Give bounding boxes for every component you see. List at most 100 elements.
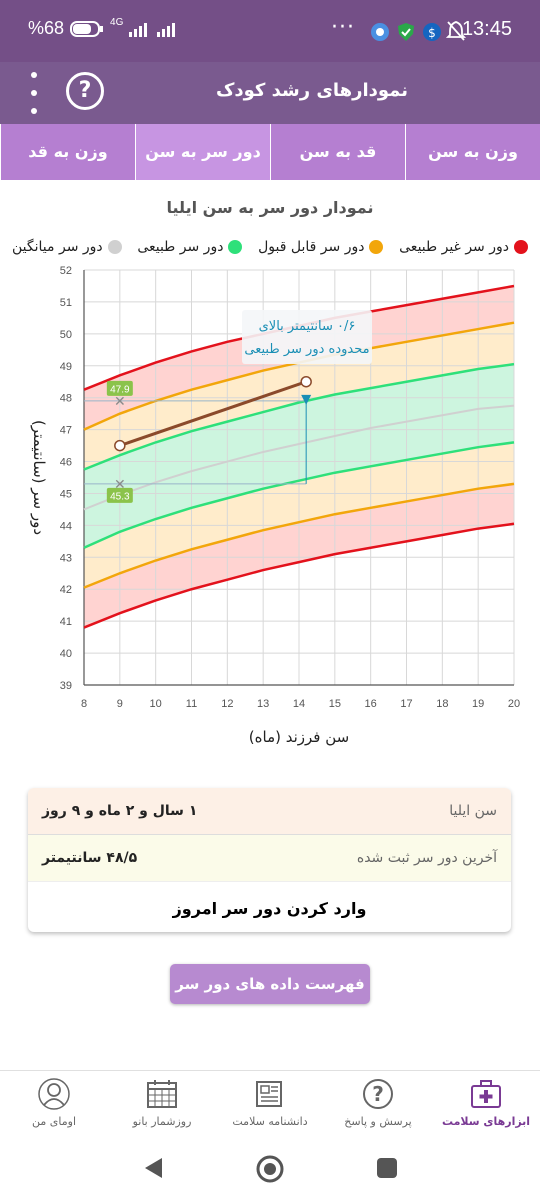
x-tick-label: 20 bbox=[508, 698, 520, 710]
nav-label: اومای من bbox=[32, 1115, 76, 1128]
nav-qa[interactable]: ? پرسش و پاسخ bbox=[324, 1071, 432, 1141]
x-tick-label: 9 bbox=[117, 698, 123, 710]
x-tick-label: 16 bbox=[365, 698, 377, 710]
status-time: 13:45 bbox=[461, 18, 512, 40]
y-tick-label: 47 bbox=[60, 425, 72, 437]
calendar-icon bbox=[147, 1080, 177, 1108]
status-bar: %68 4G ··· $ 13:45 bbox=[0, 0, 540, 62]
chart-title: نمودار دور سر به سن ایلیا bbox=[166, 198, 374, 217]
y-tick-label: 49 bbox=[60, 361, 72, 373]
annotation-text: ۰/۶ سانتیمتر بالای bbox=[259, 319, 356, 334]
svg-text:?: ? bbox=[372, 1082, 384, 1106]
annotation-text: محدوده دور سر طبیعی bbox=[244, 342, 369, 357]
series-line bbox=[83, 482, 515, 589]
y-tick-label: 39 bbox=[60, 680, 72, 692]
legend-item-average[interactable]: دور سر میانگین bbox=[12, 234, 122, 260]
network-type: 4G bbox=[110, 17, 124, 28]
tab-head-age[interactable]: دور سر به سن bbox=[135, 124, 270, 180]
chart-tabs: وزن به سن قد به سن دور سر به سن وزن به ق… bbox=[0, 124, 540, 180]
x-tick-label: 8 bbox=[81, 698, 87, 710]
series-line bbox=[83, 441, 515, 549]
recents-icon[interactable] bbox=[375, 1156, 399, 1180]
legend-label: دور سر قابل قبول bbox=[258, 239, 365, 255]
app-bar: ? نمودارهای رشد کودک bbox=[0, 62, 540, 124]
nav-calendar[interactable]: روزشمار بانو bbox=[108, 1071, 216, 1141]
x-tick-label: 18 bbox=[436, 698, 448, 710]
bell-off-icon bbox=[446, 21, 466, 41]
x-tick-label: 12 bbox=[221, 698, 233, 710]
legend-dot bbox=[228, 240, 243, 254]
y-tick-label: 50 bbox=[60, 329, 72, 341]
nav-label: پرسش و پاسخ bbox=[344, 1115, 412, 1128]
nav-label: ابزارهای سلامت bbox=[441, 1115, 531, 1128]
battery-icon bbox=[70, 20, 104, 37]
info-card: سن ایلیا ۱ سال و ۲ ماه و ۹ روز آخرین دور… bbox=[28, 788, 511, 932]
signal-icon-2 bbox=[157, 22, 176, 37]
series-line bbox=[83, 362, 515, 471]
x-tick-label: 13 bbox=[257, 698, 269, 710]
nav-label: روزشمار بانو bbox=[132, 1115, 192, 1128]
y-tick-label: 51 bbox=[60, 297, 72, 309]
x-tick-label: 19 bbox=[472, 698, 484, 710]
legend-label: دور سر طبیعی bbox=[137, 239, 224, 255]
legend-dot bbox=[369, 240, 384, 254]
x-tick-label: 17 bbox=[400, 698, 412, 710]
marker-label: 45.3 bbox=[110, 491, 130, 502]
question-icon: ? bbox=[363, 1079, 393, 1109]
help-icon[interactable]: ? bbox=[66, 72, 104, 110]
x-tick-label: 10 bbox=[150, 698, 162, 710]
enter-today-button[interactable]: وارد کردن دور سر امروز bbox=[28, 881, 511, 932]
chart-legend: دور سر غیر طبیعی دور سر قابل قبول دور سر… bbox=[12, 234, 528, 260]
annotation-box bbox=[242, 310, 372, 364]
child-line bbox=[119, 380, 307, 447]
tab-weight-age[interactable]: وزن به سن bbox=[405, 124, 540, 180]
last-measure-label: آخرین دور سر ثبت شده bbox=[356, 850, 497, 866]
overflow-menu-icon[interactable] bbox=[26, 72, 42, 114]
signal-icon bbox=[129, 22, 148, 37]
x-tick-label: 15 bbox=[329, 698, 341, 710]
legend-item-abnormal[interactable]: دور سر غیر طبیعی bbox=[399, 234, 528, 260]
series-line bbox=[83, 404, 515, 511]
age-value: ۱ سال و ۲ ماه و ۹ روز bbox=[42, 803, 198, 819]
bottom-nav: ابزارهای سلامت ? پرسش و پاسخ دانشنامه سل… bbox=[0, 1070, 540, 1141]
nav-label: دانشنامه سلامت bbox=[232, 1115, 308, 1128]
battery-percent: %68 bbox=[28, 18, 65, 38]
y-tick-label: 41 bbox=[60, 616, 72, 628]
status-left: %68 4G bbox=[28, 17, 179, 39]
legend-item-acceptable[interactable]: دور سر قابل قبول bbox=[258, 234, 384, 260]
growth-chart[interactable]: 39 40 41 42 43 44 45 46 47 48 49 50 51 52 8 9 10 11 12 13 14… bbox=[0, 260, 540, 760]
nav-health-tools[interactable]: ابزارهای سلامت bbox=[432, 1071, 540, 1141]
range-arrow bbox=[301, 394, 312, 405]
legend-dot bbox=[107, 240, 122, 254]
legend-dot bbox=[514, 240, 528, 254]
system-nav bbox=[0, 1140, 540, 1200]
age-label: سن ایلیا bbox=[449, 803, 497, 819]
more-notifications-icon: ··· bbox=[331, 15, 355, 40]
y-tick-label: 44 bbox=[60, 520, 72, 532]
data-list-button[interactable]: فهرست داده های دور سر ایلیا bbox=[170, 964, 370, 1033]
back-icon[interactable] bbox=[142, 1156, 164, 1180]
y-tick-label: 48 bbox=[60, 393, 72, 405]
nav-profile[interactable]: اومای من bbox=[0, 1071, 108, 1141]
tab-weight-height[interactable]: وزن به قد bbox=[0, 124, 135, 180]
tab-height-age[interactable]: قد به سن bbox=[270, 124, 405, 180]
svg-text:$: $ bbox=[428, 26, 436, 40]
y-tick-label: 43 bbox=[60, 552, 72, 564]
last-measure-value: ۴۸/۵ سانتیمتر bbox=[42, 850, 138, 866]
shield-icon bbox=[398, 23, 414, 41]
age-row: سن ایلیا ۱ سال و ۲ ماه و ۹ روز bbox=[28, 788, 511, 834]
home-icon[interactable] bbox=[255, 1154, 285, 1184]
marker-cross: ✕ bbox=[114, 394, 126, 410]
legend-item-normal[interactable]: دور سر طبیعی bbox=[137, 234, 243, 260]
last-measure-row: آخرین دور سر ثبت شده ۴۸/۵ سانتیمتر bbox=[28, 834, 511, 881]
marker-badge bbox=[106, 487, 133, 503]
marker-cross: ✕ bbox=[114, 477, 126, 493]
marker-badge bbox=[106, 380, 133, 396]
medical-kit-icon bbox=[471, 1080, 501, 1108]
y-tick-label: 40 bbox=[60, 648, 72, 660]
y-tick-label: 52 bbox=[60, 265, 72, 277]
nav-encyclopedia[interactable]: دانشنامه سلامت bbox=[216, 1071, 324, 1141]
series-line bbox=[83, 522, 515, 629]
y-axis-label: دور سر (سانتیمتر) bbox=[30, 420, 48, 535]
child-point bbox=[114, 439, 126, 452]
